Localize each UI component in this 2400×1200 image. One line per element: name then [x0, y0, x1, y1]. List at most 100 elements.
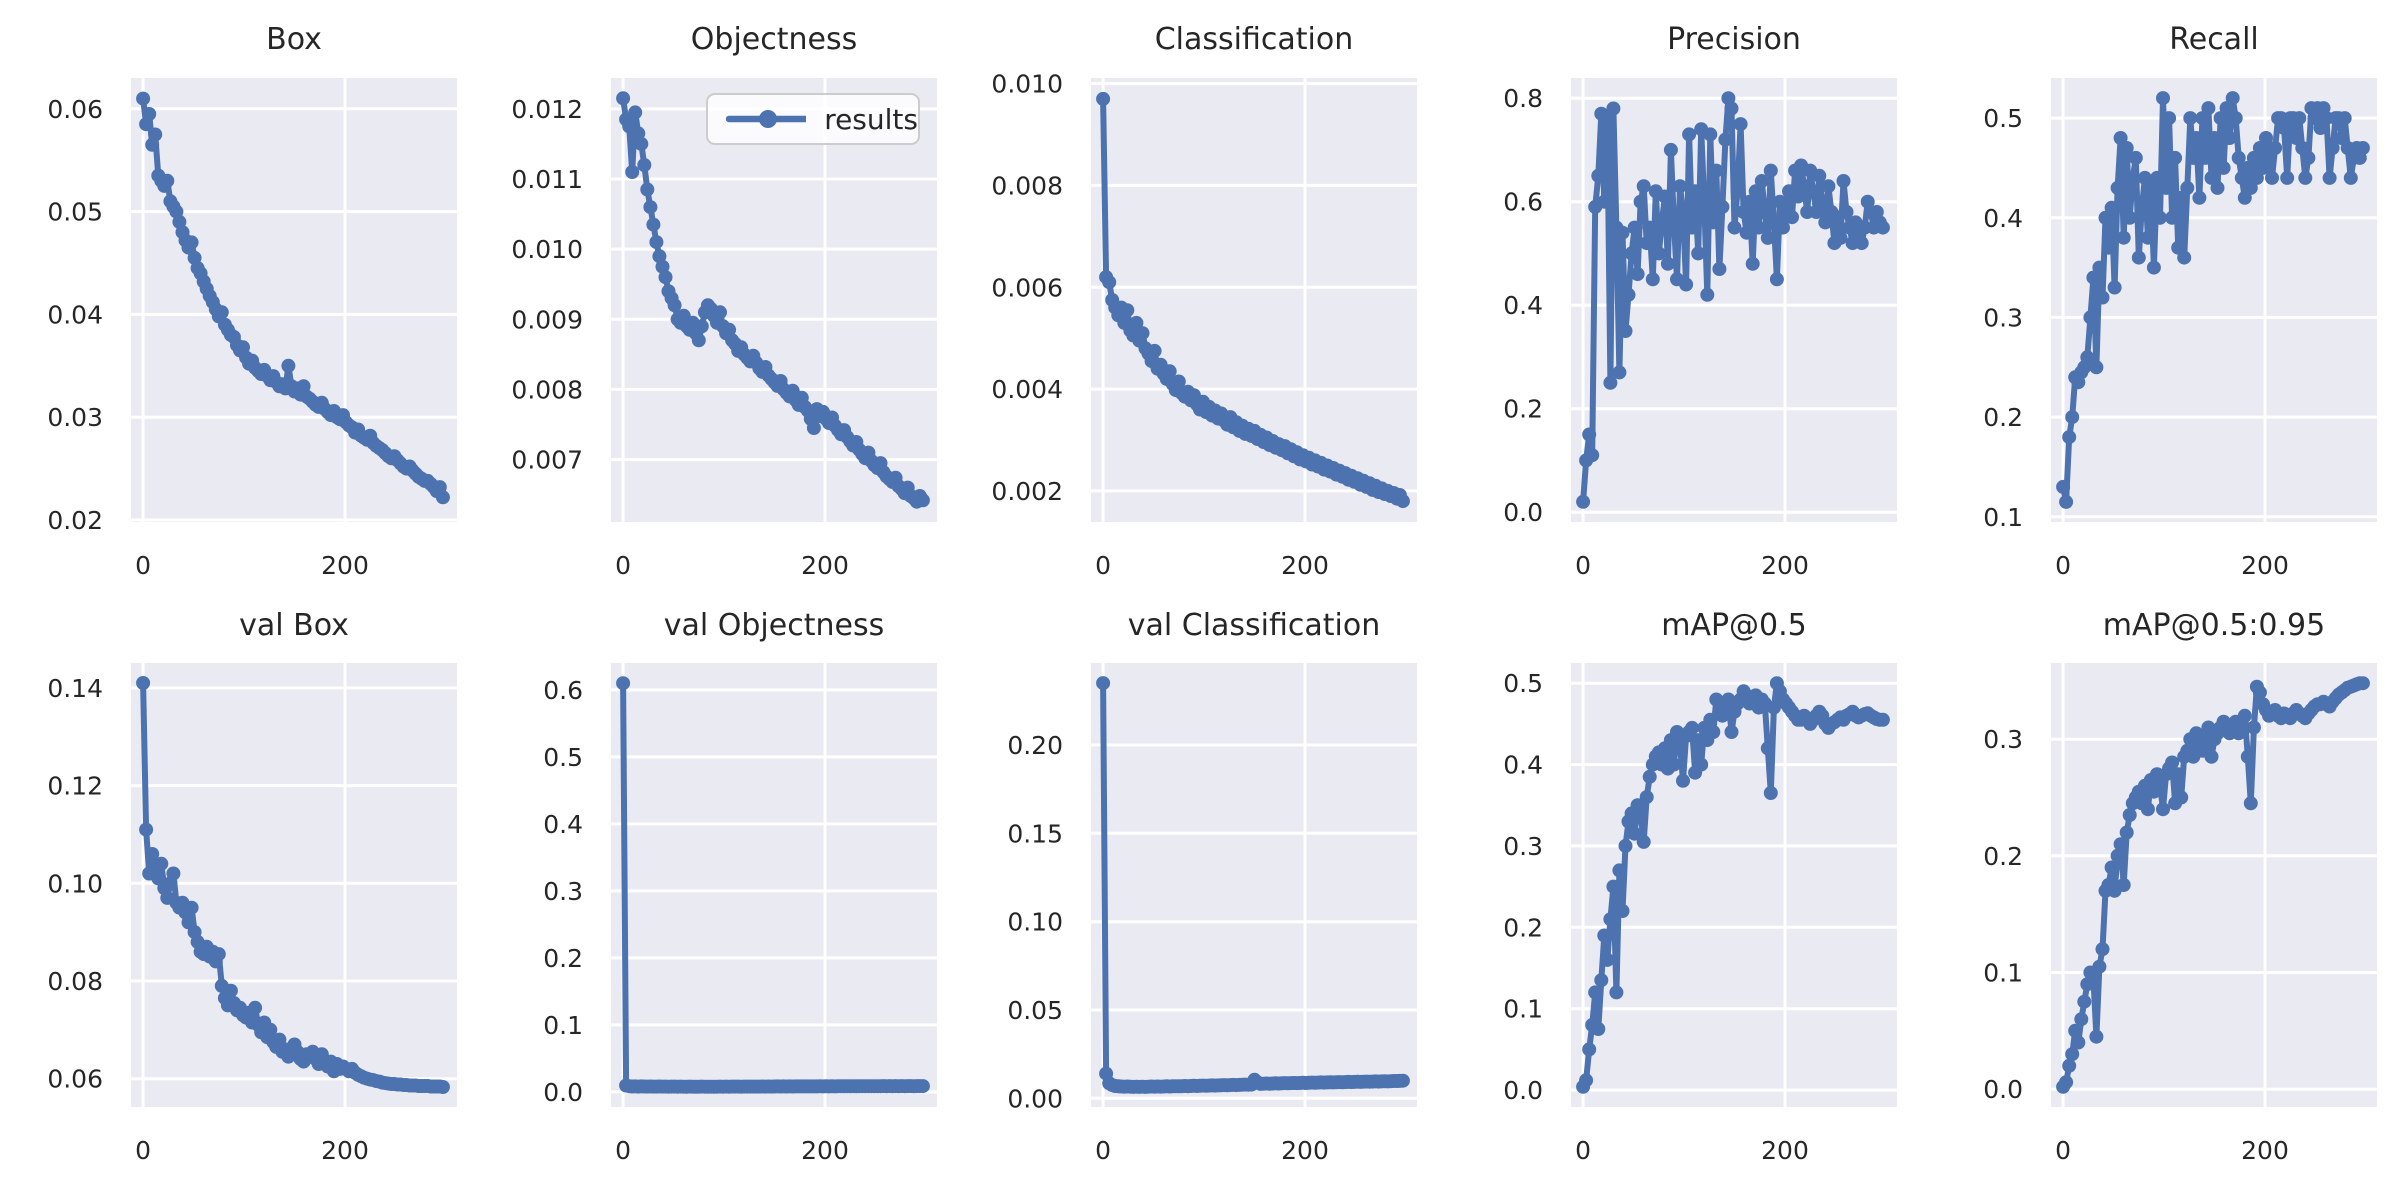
svg-text:0.6: 0.6 — [1503, 188, 1543, 217]
svg-text:0.3: 0.3 — [543, 877, 583, 906]
svg-text:200: 200 — [1761, 551, 1809, 580]
svg-text:0.0: 0.0 — [1983, 1075, 2023, 1104]
svg-text:0.05: 0.05 — [47, 198, 103, 227]
val-classification-plot-canvas: 0.00 0.05 0.10 0.15 0.20 0 200 — [1007, 663, 1417, 1165]
val-objectness-plot-canvas: 0.0 0.1 0.2 0.3 0.4 0.5 0.6 0 200 — [543, 663, 937, 1165]
subplot-title-classification: Classification — [1154, 22, 1354, 57]
svg-text:0.2: 0.2 — [543, 944, 583, 973]
svg-text:0: 0 — [615, 1136, 631, 1165]
objectness-plot-canvas: 0.007 0.008 0.009 0.010 0.011 0.012 0 200 — [511, 78, 937, 580]
subplot-recall: Recall 0.1 0.2 0.3 0.4 0.5 0 200 — [1920, 0, 2400, 600]
val-box-plot-canvas: 0.06 0.08 0.10 0.12 0.14 0 200 — [47, 663, 457, 1165]
svg-text:0.20: 0.20 — [1007, 731, 1063, 760]
svg-text:0.2: 0.2 — [1983, 842, 2023, 871]
svg-text:0.006: 0.006 — [991, 273, 1063, 302]
subplot-val-classification: val Classification 0.00 0.05 0.10 0.15 0.20 0… — [960, 600, 1440, 1200]
svg-text:0.0: 0.0 — [1503, 1076, 1543, 1105]
svg-text:0.5: 0.5 — [543, 743, 583, 772]
svg-text:0.03: 0.03 — [47, 403, 103, 432]
subplot-map05: mAP@0.5 0.0 0.1 0.2 0.3 0.4 0.5 0 200 — [1440, 600, 1920, 1200]
svg-text:0.15: 0.15 — [1007, 819, 1063, 848]
svg-text:0.009: 0.009 — [511, 305, 583, 334]
svg-text:0: 0 — [1575, 1136, 1591, 1165]
svg-text:0.011: 0.011 — [511, 165, 583, 194]
svg-text:0.06: 0.06 — [47, 95, 103, 124]
subplot-precision: Precision 0.0 0.2 0.4 0.6 0.8 0 200 — [1440, 0, 1920, 600]
svg-text:0: 0 — [1095, 551, 1111, 580]
svg-text:0.008: 0.008 — [991, 171, 1063, 200]
svg-text:0: 0 — [1095, 1136, 1111, 1165]
svg-text:0.5: 0.5 — [1503, 669, 1543, 698]
svg-text:200: 200 — [2241, 1136, 2289, 1165]
svg-text:0.008: 0.008 — [511, 375, 583, 404]
svg-text:0.6: 0.6 — [543, 676, 583, 705]
svg-text:0.010: 0.010 — [511, 235, 583, 264]
subplot-title-recall: Recall — [2169, 22, 2259, 57]
svg-text:0: 0 — [1575, 551, 1591, 580]
svg-text:0.5: 0.5 — [1983, 104, 2023, 133]
svg-text:200: 200 — [321, 551, 369, 580]
subplot-val-objectness: val Objectness 0.0 0.1 0.2 0.3 0.4 0.5 0.6 0 200 — [480, 600, 960, 1200]
svg-text:200: 200 — [801, 551, 849, 580]
svg-text:200: 200 — [1281, 1136, 1329, 1165]
svg-text:0.8: 0.8 — [1503, 84, 1543, 113]
svg-text:200: 200 — [321, 1136, 369, 1165]
svg-text:0.04: 0.04 — [47, 300, 103, 329]
svg-text:0.02: 0.02 — [47, 506, 103, 535]
svg-text:0.4: 0.4 — [543, 810, 583, 839]
svg-text:0.1: 0.1 — [543, 1011, 583, 1040]
subplot-title-val-box: val Box — [239, 608, 349, 643]
svg-text:0.1: 0.1 — [1503, 995, 1543, 1024]
subplot-title-map05: mAP@0.5 — [1661, 608, 1807, 643]
svg-text:0.010: 0.010 — [991, 70, 1063, 99]
subplot-map05-095: mAP@0.5:0.95 0.0 0.1 0.2 0.3 0 200 — [1920, 600, 2400, 1200]
svg-text:0.1: 0.1 — [1983, 503, 2023, 532]
subplot-title-val-objectness: val Objectness — [663, 608, 885, 643]
svg-text:0.2: 0.2 — [1503, 913, 1543, 942]
subplot-title-box: Box — [266, 22, 322, 57]
svg-text:0.4: 0.4 — [1983, 204, 2023, 233]
subplot-classification: Classification 0.002 0.004 0.006 0.008 0.010… — [960, 0, 1440, 600]
svg-text:0.0: 0.0 — [543, 1078, 583, 1107]
subplot-title-precision: Precision — [1667, 22, 1801, 57]
svg-text:0.4: 0.4 — [1503, 291, 1543, 320]
svg-text:0: 0 — [135, 1136, 151, 1165]
svg-text:200: 200 — [801, 1136, 849, 1165]
svg-text:0.14: 0.14 — [47, 674, 103, 703]
svg-text:0.3: 0.3 — [1503, 832, 1543, 861]
legend-line-marker-icon — [726, 110, 807, 128]
subplot-title-objectness: Objectness — [690, 22, 858, 57]
svg-text:200: 200 — [1761, 1136, 1809, 1165]
svg-text:0.10: 0.10 — [47, 869, 103, 898]
box-plot-canvas: 0.02 0.03 0.04 0.05 0.06 0 200 — [47, 78, 457, 580]
subplot-val-box: val Box 0.06 0.08 0.10 0.12 0.14 0 200 — [0, 600, 480, 1200]
subplot-box: Box 0.02 0.03 0.04 0.05 0.06 0 200 — [0, 0, 480, 600]
map05-095-plot-canvas: 0.0 0.1 0.2 0.3 0 200 — [1983, 663, 2377, 1165]
classification-plot-canvas: 0.002 0.004 0.006 0.008 0.010 0 200 — [991, 70, 1417, 580]
svg-text:0.00: 0.00 — [1007, 1084, 1063, 1113]
svg-text:0.12: 0.12 — [47, 772, 103, 801]
svg-text:0.012: 0.012 — [511, 95, 583, 124]
precision-plot-canvas: 0.0 0.2 0.4 0.6 0.8 0 200 — [1503, 78, 1897, 580]
svg-text:0.004: 0.004 — [991, 375, 1063, 404]
svg-text:0.2: 0.2 — [1983, 403, 2023, 432]
subplot-objectness: Objectness 0.007 0.008 0.009 0.010 0.011 0.01… — [480, 0, 960, 600]
svg-text:0.007: 0.007 — [511, 446, 583, 475]
svg-text:0: 0 — [135, 551, 151, 580]
svg-text:0.3: 0.3 — [1983, 725, 2023, 754]
svg-text:200: 200 — [2241, 551, 2289, 580]
svg-text:0.08: 0.08 — [47, 967, 103, 996]
svg-text:200: 200 — [1281, 551, 1329, 580]
svg-text:0.10: 0.10 — [1007, 908, 1063, 937]
svg-text:0: 0 — [2055, 551, 2071, 580]
map05-plot-canvas: 0.0 0.1 0.2 0.3 0.4 0.5 0 200 — [1503, 663, 1897, 1165]
svg-text:0.2: 0.2 — [1503, 395, 1543, 424]
legend: results — [706, 93, 920, 145]
svg-text:0.4: 0.4 — [1503, 751, 1543, 780]
svg-text:0: 0 — [615, 551, 631, 580]
svg-text:0.1: 0.1 — [1983, 959, 2023, 988]
svg-text:0.0: 0.0 — [1503, 498, 1543, 527]
svg-text:0.05: 0.05 — [1007, 996, 1063, 1025]
svg-text:0.06: 0.06 — [47, 1065, 103, 1094]
